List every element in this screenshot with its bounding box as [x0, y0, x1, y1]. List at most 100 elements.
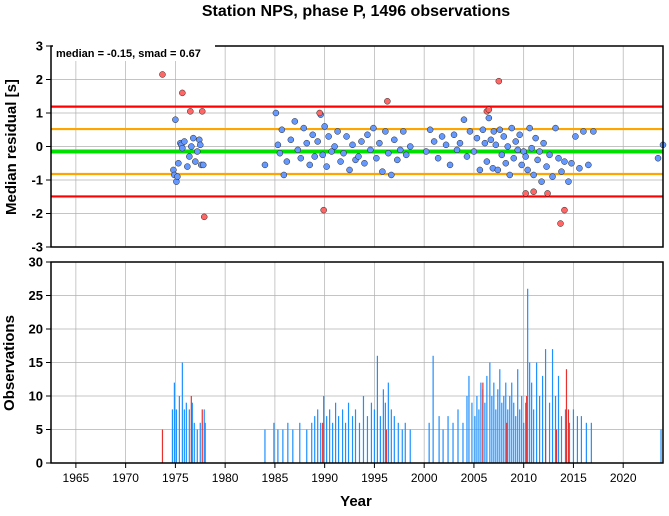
residual-point [159, 71, 166, 78]
residual-point [319, 151, 326, 159]
residual-point [576, 165, 583, 172]
residual-point [495, 77, 503, 85]
x-tick-label: 1965 [63, 471, 90, 485]
residual-point [504, 143, 512, 150]
residual-point [391, 136, 398, 144]
residual-point [590, 128, 597, 135]
residual-point [561, 158, 568, 165]
residual-point [532, 134, 539, 142]
residual-point [331, 143, 338, 150]
residual-point [188, 143, 195, 150]
residual-point [476, 166, 484, 174]
residual-point [174, 173, 181, 180]
residual-point [460, 116, 468, 123]
residual-point [498, 151, 506, 159]
annotation-box [53, 45, 215, 61]
residual-point [280, 171, 288, 179]
residual-point [466, 128, 474, 135]
residual-point [367, 146, 374, 154]
residual-point [456, 139, 464, 147]
residual-point [186, 153, 193, 160]
residual-point [403, 151, 410, 159]
residual-point [340, 149, 347, 157]
residual-y-tick-label: 2 [36, 72, 43, 87]
residual-point [508, 124, 515, 132]
residual-point [334, 128, 341, 135]
residual-point [485, 114, 493, 122]
residual-point [487, 136, 495, 144]
residual-y-tick-label: -2 [31, 206, 43, 221]
observations-y-tick-label: 30 [29, 255, 43, 270]
residual-point [502, 160, 510, 167]
residual-point [483, 158, 491, 165]
residual-point [192, 158, 199, 165]
observations-y-tick-label: 20 [29, 322, 43, 337]
residual-point [426, 126, 434, 133]
residual-point [274, 141, 282, 149]
residual-point [430, 138, 438, 145]
residual-point [530, 188, 537, 195]
residual-point [549, 173, 556, 180]
residual-point [358, 138, 365, 145]
residual-point [512, 138, 519, 145]
residual-point [355, 153, 362, 160]
residual-y-tick-label: -3 [31, 240, 43, 255]
residual-point [479, 126, 487, 133]
residual-point [543, 163, 550, 170]
residual-point [654, 154, 662, 162]
residual-point [540, 139, 547, 147]
residual-point [337, 158, 344, 165]
observations-y-tick-label: 25 [29, 288, 43, 303]
residual-point [524, 166, 531, 174]
residual-point [555, 154, 562, 162]
x-tick-label: 2020 [610, 471, 637, 485]
x-tick-label: 1980 [212, 471, 239, 485]
residual-point [516, 131, 523, 139]
residual-point [197, 141, 204, 149]
residual-point [506, 171, 514, 179]
residual-points [159, 71, 667, 227]
observations-y-tick-label: 10 [29, 389, 43, 404]
observations-panel: 0 5 10 15 20 25 30 1965 1970 1975 1980 1985 1990 199… [1, 255, 664, 510]
residual-point [294, 146, 302, 154]
chart-title: Station NPS, phase P, 1496 observations [202, 3, 510, 20]
residual-point [328, 148, 335, 155]
year-x-ticks: 1965 1970 1975 1980 1985 1990 1995 2000 2005 2010… [63, 463, 637, 485]
residual-point [438, 133, 446, 140]
residual-y-tick-label: -1 [31, 173, 43, 188]
residual-y-tick-label: 0 [36, 139, 43, 154]
residual-point [325, 133, 332, 140]
residual-point [446, 161, 454, 169]
residual-y-tick-label: 3 [36, 39, 43, 54]
residual-annotation: median = -0.15, smad = 0.67 [56, 48, 201, 60]
residual-point [490, 128, 498, 135]
residual-point [278, 126, 286, 133]
residual-point [400, 128, 407, 135]
residual-point [194, 148, 201, 155]
observations-bars [161, 288, 662, 463]
residual-point [379, 168, 386, 175]
residual-point [316, 109, 323, 117]
residual-point [572, 133, 579, 140]
residual-point [422, 148, 430, 155]
residual-point [530, 171, 537, 179]
residual-point [568, 160, 575, 167]
residual-point [470, 148, 478, 155]
residual-point [287, 136, 295, 144]
residual-point [349, 141, 356, 149]
residual-point [397, 146, 404, 154]
residual-point [172, 116, 179, 123]
residual-point [283, 158, 291, 165]
residual-point [384, 98, 391, 105]
residual-point [199, 108, 206, 115]
residual-point [580, 128, 587, 135]
residual-point [406, 143, 414, 150]
residual-point [538, 178, 545, 185]
residual-point [388, 171, 395, 179]
residual-point [181, 138, 188, 145]
residual-point [361, 160, 368, 167]
residual-point [434, 154, 442, 162]
residual-point [187, 108, 194, 115]
residual-point [320, 206, 327, 214]
residual-point [544, 190, 551, 197]
